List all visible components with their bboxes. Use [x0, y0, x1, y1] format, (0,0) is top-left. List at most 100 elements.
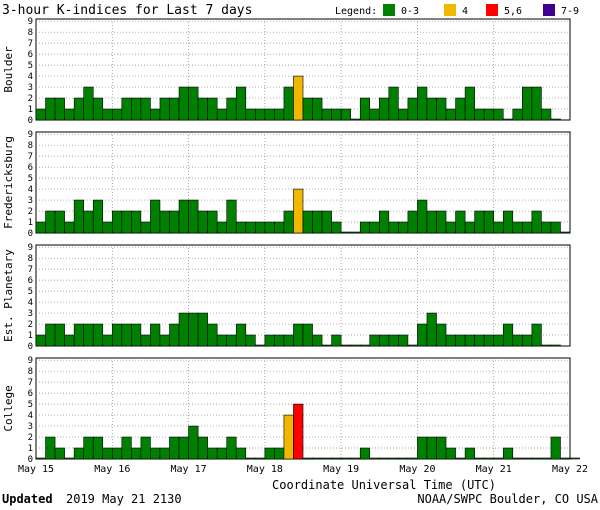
bar [493, 108, 504, 121]
bar [64, 334, 75, 347]
bar [522, 334, 533, 347]
bar [359, 344, 371, 347]
bar [541, 344, 552, 347]
y-tick-label: 3 [28, 422, 33, 432]
bar [445, 108, 456, 121]
bar [264, 447, 275, 460]
bar [283, 334, 294, 347]
legend: Legend: 0-3 4 5,6 7-9 [335, 4, 579, 17]
bar [512, 457, 523, 460]
y-tick-label: 0 [28, 116, 33, 126]
bar [121, 436, 132, 460]
bar [426, 312, 437, 347]
bar [522, 86, 533, 121]
bar [264, 334, 275, 347]
bar [226, 334, 237, 347]
bar [483, 457, 495, 460]
y-tick-label: 6 [28, 50, 33, 60]
bar [531, 210, 542, 234]
bar [140, 436, 151, 460]
bar [235, 447, 247, 460]
bar [150, 447, 161, 460]
bar [255, 457, 266, 460]
bar [226, 97, 237, 121]
bar [426, 436, 437, 460]
y-tick-label: 5 [28, 400, 33, 410]
bar [64, 457, 75, 460]
bar [283, 86, 294, 121]
bar [102, 447, 113, 460]
bar [350, 118, 361, 121]
bar [445, 221, 456, 234]
bar [150, 323, 161, 347]
panel-label: Est. Planetary [2, 249, 15, 342]
bar [102, 108, 113, 121]
bar [417, 436, 428, 460]
y-tick-label: 1 [28, 444, 33, 454]
bar [83, 210, 94, 234]
bar [159, 210, 170, 234]
bar [541, 221, 552, 234]
bar [45, 97, 56, 121]
x-axis-label: Coordinate Universal Time (UTC) [272, 478, 496, 492]
legend-entry-2: 5,6 [504, 6, 522, 17]
bar [274, 334, 285, 347]
y-tick-label: 2 [28, 207, 33, 217]
y-tick-label: 3 [28, 83, 33, 93]
y-tick-label: 8 [28, 28, 33, 38]
bar [207, 323, 218, 347]
bar [455, 457, 466, 460]
bar [73, 199, 84, 234]
bar [502, 323, 514, 347]
y-tick-label: 8 [28, 141, 33, 151]
bar [255, 344, 266, 347]
bar [102, 221, 113, 234]
bar [321, 210, 332, 234]
bar [45, 436, 56, 460]
bar [178, 312, 189, 347]
bar [302, 323, 313, 347]
bar [245, 221, 256, 234]
y-tick-label: 7 [28, 152, 33, 162]
y-tick-label: 2 [28, 320, 33, 330]
bar [398, 108, 409, 121]
bar [159, 97, 170, 121]
bar [331, 334, 342, 347]
bar [359, 97, 371, 121]
bar [436, 323, 447, 347]
bar [502, 118, 514, 121]
bar [283, 414, 294, 460]
x-tick-label: May 17 [171, 464, 207, 475]
updated-label: Updated [2, 492, 53, 506]
bar [350, 344, 361, 347]
bar [302, 457, 313, 460]
x-tick-label: May 20 [399, 464, 435, 475]
bar [121, 210, 132, 234]
bar [436, 436, 447, 460]
bar [426, 97, 437, 121]
y-tick-label: 3 [28, 196, 33, 206]
bar [131, 210, 142, 234]
bar [35, 108, 46, 121]
bar [188, 199, 199, 234]
y-tick-label: 4 [28, 185, 33, 195]
bar [340, 108, 351, 121]
bar [92, 323, 104, 347]
bar [92, 97, 104, 121]
legend-label: Legend: [335, 6, 377, 17]
bar [274, 108, 285, 121]
bar [64, 108, 75, 121]
bar [493, 457, 504, 460]
bar [197, 97, 208, 121]
bar [64, 221, 75, 234]
bar [45, 323, 56, 347]
bar [150, 199, 161, 234]
y-tick-label: 2 [28, 433, 33, 443]
bar [569, 457, 580, 460]
bar [159, 334, 170, 347]
bar [274, 221, 285, 234]
bar [235, 221, 247, 234]
y-tick-label: 5 [28, 174, 33, 184]
